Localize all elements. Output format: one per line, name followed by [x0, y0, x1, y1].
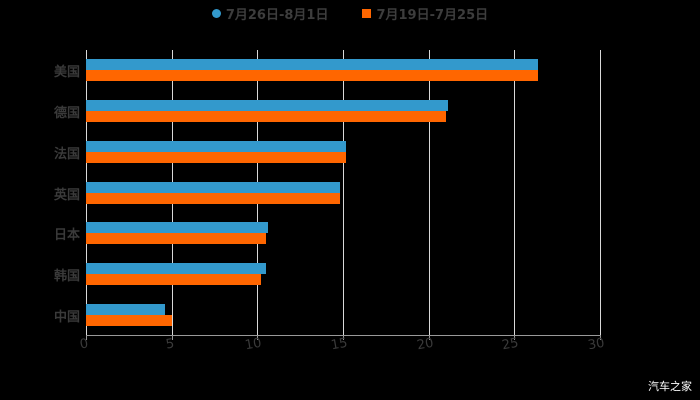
legend-item-series-2[interactable]: 7月19日-7月25日 — [362, 4, 488, 23]
x-axis-line — [86, 335, 600, 336]
axis-tick — [600, 335, 601, 340]
bar[interactable] — [86, 140, 347, 152]
category-label: 法国 — [53, 146, 80, 162]
circle-marker-icon — [211, 9, 221, 18]
axis-tick — [86, 335, 87, 340]
bar[interactable] — [86, 111, 446, 123]
axis-tick — [171, 335, 173, 340]
category-label: 英国 — [53, 187, 80, 203]
axis-tick — [428, 335, 430, 340]
bar[interactable] — [86, 59, 539, 71]
bar[interactable] — [86, 303, 165, 315]
bar[interactable] — [86, 151, 347, 163]
bar[interactable] — [86, 70, 539, 82]
x-tick-label: 30 — [586, 335, 606, 354]
gridline — [600, 50, 601, 335]
axis-tick — [343, 335, 344, 340]
bar[interactable] — [86, 192, 340, 204]
bar[interactable] — [86, 100, 448, 112]
category-label: 日本 — [53, 228, 80, 244]
x-tick-label: 25 — [501, 335, 521, 354]
chart-legend: 7月26日-8月1日 7月19日-7月25日 — [0, 4, 700, 23]
bar[interactable] — [86, 233, 266, 245]
gridline — [343, 50, 344, 335]
category-label: 中国 — [53, 309, 80, 325]
legend-label: 7月26日-8月1日 — [225, 8, 329, 23]
watermark: 汽车之家 — [648, 380, 692, 393]
axis-tick — [257, 335, 259, 340]
bar[interactable] — [86, 222, 268, 234]
x-tick-label: 10 — [244, 335, 264, 354]
category-label: 美国 — [53, 65, 80, 81]
bar[interactable] — [86, 181, 340, 193]
category-label: 德国 — [53, 106, 80, 122]
x-tick-label: 20 — [415, 335, 435, 354]
category-label: 韩国 — [53, 268, 80, 284]
legend-item-series-1[interactable]: 7月26日-8月1日 — [211, 4, 329, 23]
gridline — [428, 50, 430, 335]
bar[interactable] — [86, 314, 172, 326]
bar[interactable] — [86, 262, 266, 274]
square-marker-icon — [362, 9, 372, 18]
axis-tick — [514, 335, 516, 340]
x-tick-label: 15 — [329, 335, 349, 354]
x-tick-label: 5 — [164, 336, 176, 353]
legend-label: 7月19日-7月25日 — [376, 8, 489, 23]
x-tick-label: 0 — [78, 336, 90, 353]
bar[interactable] — [86, 273, 261, 285]
gridline — [514, 50, 516, 335]
